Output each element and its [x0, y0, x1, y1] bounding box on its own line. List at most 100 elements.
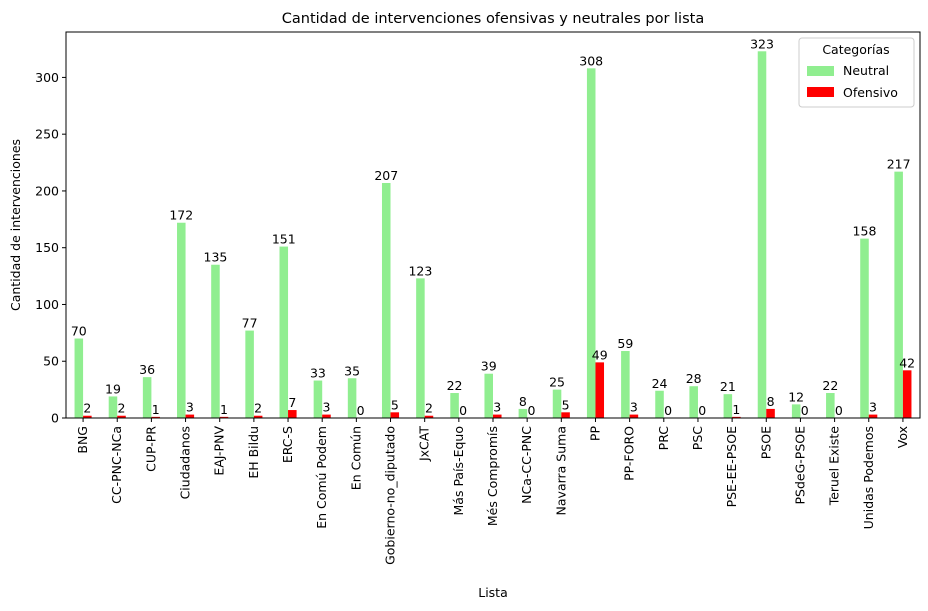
bar-ofensivo-bng	[83, 415, 92, 418]
value-label-neutral-prc: 24	[652, 376, 668, 391]
bar-neutral-pp-foro	[621, 351, 630, 418]
x-tick-label: PSE-EE-PSOE	[724, 426, 739, 507]
bar-ofensivo-navarra-suma	[561, 412, 570, 418]
value-label-neutral-eaj-pnv: 135	[204, 250, 228, 265]
value-label-neutral-pse-ee-psoe: 21	[720, 379, 736, 394]
bar-neutral-psc	[689, 386, 698, 418]
x-tick-label: EH Bildu	[246, 426, 261, 479]
bar-ofensivo-eh-bildu	[253, 415, 263, 418]
y-tick-label: 250	[35, 127, 59, 142]
legend-label-neutral: Neutral	[843, 63, 889, 78]
value-label-ofensivo-jxcat: 2	[425, 401, 433, 416]
value-label-neutral-vox: 217	[887, 157, 911, 172]
bar-neutral-en-com-n	[347, 378, 357, 418]
x-tick-label: Gobierno-no_diputado	[383, 426, 398, 565]
legend: Categorías Neutral Ofensivo	[798, 37, 915, 108]
x-tick-label: Més Compromís	[485, 426, 500, 526]
x-tick-label: PP	[587, 426, 602, 442]
x-tick-label: PRC	[656, 426, 671, 451]
value-label-ofensivo-en-com-podem: 3	[322, 400, 330, 415]
value-label-ofensivo-eh-bildu: 2	[254, 401, 262, 416]
value-label-ofensivo-navarra-suma: 5	[562, 397, 570, 412]
x-axis: BNG CC-PNC-NCa CUP-PR Ciudadanos EAJ-PNV EH B…	[75, 418, 910, 565]
y-tick-label: 200	[35, 183, 59, 198]
y-axis-label: Cantidad de intervenciones	[8, 139, 23, 311]
bar-neutral-psoe	[757, 51, 767, 419]
y-tick-label: 300	[35, 70, 59, 85]
value-label-neutral-gobierno-no-diputado: 207	[374, 168, 398, 183]
bar-neutral-en-com-podem	[313, 380, 323, 418]
value-label-neutral-teruel-existe: 22	[822, 378, 838, 393]
value-label-neutral-en-com-n: 35	[344, 363, 360, 378]
value-label-neutral-psoe: 323	[750, 36, 774, 51]
bar-ofensivo-eaj-pnv	[219, 416, 229, 418]
value-label-ofensivo-psoe: 8	[767, 394, 775, 409]
bar-ofensivo-cup-pr	[151, 416, 160, 418]
plot-frame	[65, 31, 921, 419]
x-tick-label: PP-FORO	[622, 426, 637, 481]
y-axis: 0 50 100 150 200 250 300	[35, 70, 66, 426]
x-tick-label: Teruel Existe	[827, 426, 842, 507]
x-tick-label: PSC	[690, 426, 705, 450]
bar-neutral-cc-pnc-nca	[108, 396, 118, 418]
legend-title: Categorías	[822, 42, 889, 57]
value-label-neutral-pp-foro: 59	[617, 336, 633, 351]
x-tick-label: En Común	[348, 426, 363, 490]
bar-ofensivo-jxcat	[424, 415, 434, 418]
value-label-ofensivo-bng: 2	[83, 401, 91, 416]
x-tick-label: CUP-PR	[143, 426, 158, 472]
value-label-ofensivo-pp-foro: 3	[630, 400, 638, 415]
value-label-neutral-en-com-podem: 33	[310, 366, 326, 381]
legend-swatch-neutral	[807, 66, 834, 76]
value-label-neutral-eh-bildu: 77	[242, 316, 258, 331]
bar-ofensivo-pse-ee-psoe	[732, 416, 741, 418]
bar-neutral-navarra-suma	[552, 389, 562, 418]
bar-ofensivo-erc-s	[288, 410, 297, 418]
bar-neutral-ciudadanos	[177, 222, 186, 418]
bar-neutral-m-s-pa-s-equo	[450, 393, 459, 418]
x-tick-label: Ciudadanos	[178, 426, 193, 499]
bar-ofensivo-psoe	[766, 408, 775, 418]
value-label-ofensivo-m-s-comprom-s: 3	[493, 400, 501, 415]
bar-neutral-teruel-existe	[826, 393, 835, 418]
bar-neutral-jxcat	[416, 278, 425, 418]
x-tick-label: JxCAT	[417, 426, 432, 462]
bar-neutral-erc-s	[279, 246, 289, 418]
bar-neutral-psdeg-psoe	[791, 404, 801, 418]
value-label-ofensivo-psdeg-psoe: 0	[801, 403, 809, 418]
value-label-neutral-m-s-comprom-s: 39	[481, 359, 497, 374]
bar-ofensivo-cc-pnc-nca	[117, 415, 126, 418]
value-label-neutral-unidas-podemos: 158	[853, 224, 877, 239]
bar-ofensivo-unidas-podemos	[868, 414, 878, 418]
bar-neutral-m-s-comprom-s	[484, 373, 493, 418]
x-tick-label: Unidas Podemos	[861, 426, 876, 529]
x-tick-label: EAJ-PNV	[212, 426, 227, 476]
value-label-ofensivo-pp: 49	[592, 347, 608, 362]
x-tick-label: PSdeG-PSOE	[792, 426, 807, 505]
bar-neutral-cup-pr	[142, 377, 152, 418]
value-label-neutral-erc-s: 151	[272, 232, 296, 247]
bar-neutral-gobierno-no-diputado	[381, 182, 391, 418]
value-label-ofensivo-psc: 0	[698, 403, 706, 418]
bar-ofensivo-ciudadanos	[185, 414, 195, 418]
value-label-neutral-ciudadanos: 172	[169, 208, 193, 223]
chart-title: Cantidad de intervenciones ofensivas y n…	[282, 11, 704, 27]
bar-ofensivo-m-s-comprom-s	[493, 414, 502, 418]
value-label-neutral-navarra-suma: 25	[549, 375, 565, 390]
x-tick-label: Navarra Suma	[553, 426, 568, 515]
value-label-ofensivo-en-com-n: 0	[357, 403, 365, 418]
value-label-neutral-psc: 28	[686, 371, 702, 386]
bar-neutral-vox	[894, 171, 903, 418]
value-label-neutral-cc-pnc-nca: 19	[105, 381, 121, 396]
bar-neutral-prc	[655, 390, 664, 418]
x-tick-label: En Comú Podem	[314, 426, 329, 529]
value-label-ofensivo-m-s-pa-s-equo: 0	[459, 403, 467, 418]
value-label-ofensivo-erc-s: 7	[288, 395, 296, 410]
legend-label-ofensivo: Ofensivo	[843, 85, 898, 100]
y-tick-label: 100	[35, 297, 59, 312]
value-label-neutral-pp: 308	[579, 53, 603, 68]
value-label-ofensivo-vox: 42	[899, 355, 915, 370]
value-label-neutral-cup-pr: 36	[139, 362, 155, 377]
value-label-ofensivo-nca-cc-pnc: 0	[527, 403, 535, 418]
value-label-neutral-bng: 70	[71, 324, 87, 339]
